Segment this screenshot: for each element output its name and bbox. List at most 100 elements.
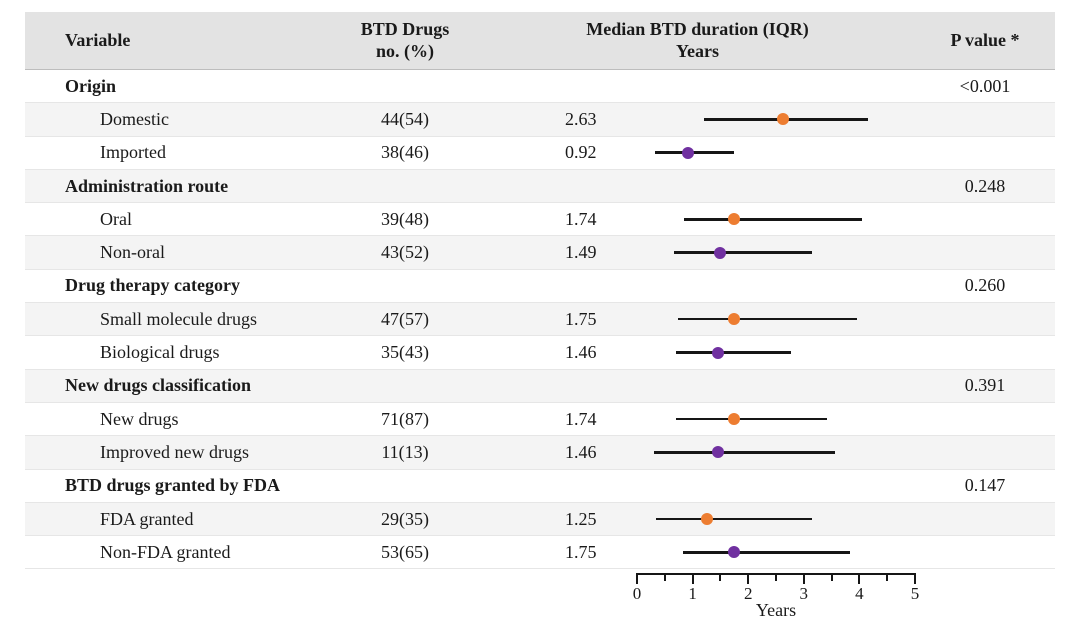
iqr-whisker: [676, 417, 827, 421]
median-duration-value: 2.63: [565, 108, 597, 129]
variable-label: Administration route: [65, 175, 229, 196]
iqr-whisker: [673, 251, 813, 254]
item-row: Non-oral 43(52) 1.49: [25, 236, 1055, 270]
axis-tick-label: 1: [688, 584, 697, 604]
median-duration-value: 1.75: [565, 541, 597, 562]
btd-drugs-count-value: 43(52): [381, 242, 429, 263]
group-row: Administration route 0.248: [25, 169, 1055, 204]
plot-cell: [637, 70, 915, 102]
median-dot: [727, 413, 740, 426]
axis-tick-label: 0: [632, 584, 642, 604]
iqr-whisker: [682, 551, 851, 554]
btd-drugs-count-value: 35(43): [381, 342, 429, 363]
iqr-whisker: [653, 451, 836, 454]
variable-label: Imported: [100, 142, 166, 163]
median-dot: [713, 246, 726, 259]
btd-drugs-count-value: 29(35): [381, 508, 429, 529]
axis-tick-label: 2: [743, 584, 753, 604]
group-row: Drug therapy category 0.260: [25, 270, 1055, 304]
btd-drugs-count-value: 11(13): [381, 441, 429, 462]
item-row: Biological drugs 35(43) 1.46: [25, 336, 1055, 370]
axis-minor-tick: [663, 574, 666, 582]
plot-cell: [637, 436, 915, 468]
median-dot: [728, 313, 741, 326]
forest-plot-table: Variable BTD Drugs no. (%) Median BTD du…: [25, 12, 1055, 625]
median-dot: [728, 546, 741, 559]
variable-label: Non-oral: [100, 242, 165, 263]
variable-label: Oral: [100, 208, 132, 229]
column-header-duration: Median BTD duration (IQR) Years: [480, 19, 915, 61]
axis-minor-tick: [830, 574, 833, 582]
plot-cell: [637, 103, 915, 135]
item-row: Imported 38(46) 0.92: [25, 137, 1055, 170]
plot-cell: [637, 536, 915, 568]
axis-tick-label: 5: [910, 584, 920, 604]
axis-minor-tick: [719, 574, 722, 582]
plot-cell: [637, 236, 915, 268]
variable-label: Small molecule drugs: [100, 308, 257, 329]
median-duration-value: 1.75: [565, 308, 597, 329]
table-header-row: Variable BTD Drugs no. (%) Median BTD du…: [25, 12, 1055, 70]
axis-major-tick: [802, 574, 805, 585]
axis-minor-tick: [775, 574, 777, 582]
column-header-variable: Variable: [65, 29, 131, 50]
x-axis: Years 0 1 2 3 4 5: [633, 569, 919, 625]
group-row: Origin <0.001: [25, 70, 1055, 104]
x-axis-label: Years: [755, 600, 797, 621]
item-row: FDA granted 29(35) 1.25: [25, 502, 1055, 537]
axis-major-tick: [914, 574, 916, 585]
variable-label: Improved new drugs: [100, 441, 249, 462]
p-value: 0.248: [964, 175, 1006, 196]
median-duration-value: 0.92: [565, 142, 597, 163]
axis-major-tick: [747, 574, 750, 585]
median-dot: [712, 446, 725, 459]
p-value: 0.260: [964, 275, 1006, 296]
variable-label: Non-FDA granted: [100, 541, 231, 562]
axis-major-tick: [858, 574, 861, 585]
column-header-btd-drugs: BTD Drugs no. (%): [330, 19, 480, 61]
item-row: New drugs 71(87) 1.74: [25, 403, 1055, 437]
column-header-pvalue: P value *: [950, 29, 1020, 50]
variable-label: Drug therapy category: [65, 275, 240, 296]
median-duration-value: 1.25: [565, 508, 597, 529]
plot-cell: [637, 336, 915, 368]
item-row: Non-FDA granted 53(65) 1.75: [25, 536, 1055, 570]
btd-drugs-count-value: 44(54): [381, 108, 429, 129]
variable-label: FDA granted: [100, 508, 194, 529]
median-duration-value: 1.49: [565, 242, 597, 263]
median-duration-value: 1.46: [565, 441, 597, 462]
iqr-whisker: [677, 317, 857, 321]
variable-label: Origin: [65, 75, 117, 96]
plot-cell: [637, 403, 915, 435]
group-row: BTD drugs granted by FDA 0.147: [25, 470, 1055, 503]
variable-label: Biological drugs: [100, 342, 220, 363]
btd-drugs-count-value: 47(57): [381, 308, 429, 329]
column-header-btd-drugs-line2: no. (%): [376, 40, 434, 61]
iqr-whisker: [676, 351, 791, 354]
plot-cell: [637, 370, 915, 402]
p-value: <0.001: [959, 75, 1011, 96]
plot-cell: [637, 303, 915, 335]
plot-cell: [637, 170, 915, 202]
axis-major-tick: [636, 574, 638, 585]
column-header-duration-line2: Years: [676, 40, 719, 61]
median-duration-value: 1.46: [565, 342, 597, 363]
axis-major-tick: [691, 574, 694, 585]
median-dot: [700, 513, 713, 525]
median-duration-value: 1.74: [565, 208, 597, 229]
plot-cell: [637, 137, 915, 169]
btd-drugs-count-value: 71(87): [381, 408, 429, 429]
variable-label: Domestic: [100, 108, 169, 129]
median-duration-value: 1.74: [565, 408, 597, 429]
item-row: Domestic 44(54) 2.63: [25, 103, 1055, 137]
btd-drugs-count-value: 39(48): [381, 208, 429, 229]
p-value: 0.147: [964, 475, 1006, 496]
p-value: 0.391: [964, 375, 1006, 396]
iqr-whisker: [655, 517, 813, 521]
variable-label: BTD drugs granted by FDA: [65, 475, 281, 496]
median-dot: [712, 346, 725, 359]
column-header-btd-drugs-line1: BTD Drugs: [360, 19, 450, 40]
iqr-whisker: [684, 218, 863, 221]
item-row: Oral 39(48) 1.74: [25, 203, 1055, 237]
axis-minor-tick: [886, 574, 889, 582]
